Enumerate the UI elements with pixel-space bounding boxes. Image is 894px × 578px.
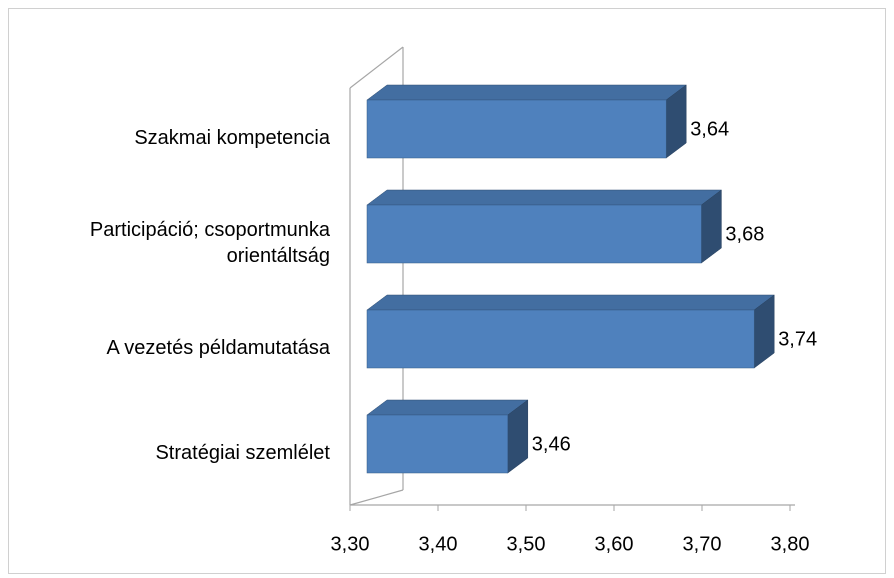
bar-top: [366, 189, 723, 206]
category-label: A vezetés példamutatása: [106, 337, 330, 359]
category-label: Stratégiai szemlélet: [155, 442, 330, 464]
x-tick-label: 3,60: [595, 533, 634, 555]
x-tick-label: 3,70: [683, 533, 722, 555]
x-tick-label: 3,80: [771, 533, 810, 555]
wall-edge: [349, 46, 404, 89]
bar-front: [366, 204, 702, 264]
floor-edge: [349, 489, 404, 506]
category-label: Szakmai kompetencia: [134, 127, 330, 149]
bar: [366, 84, 687, 159]
value-label: 3,74: [778, 328, 817, 350]
bar: [366, 294, 775, 369]
value-label: 3,46: [532, 433, 571, 455]
bar-top: [366, 84, 687, 101]
bar-front: [366, 99, 667, 159]
bar: [366, 399, 529, 474]
bar-front: [366, 414, 509, 474]
x-tick-label: 3,40: [419, 533, 458, 555]
x-tick-label: 3,30: [331, 533, 370, 555]
value-label: 3,68: [725, 223, 764, 245]
value-label: 3,64: [690, 118, 729, 140]
x-tick-label: 3,50: [507, 533, 546, 555]
chart-border: [8, 8, 886, 574]
bar-top: [366, 399, 529, 416]
bar: [366, 189, 723, 264]
bar-top: [366, 294, 775, 311]
category-label: Participáció; csoportmunka orientáltság: [89, 219, 330, 267]
bar-front: [366, 309, 755, 369]
